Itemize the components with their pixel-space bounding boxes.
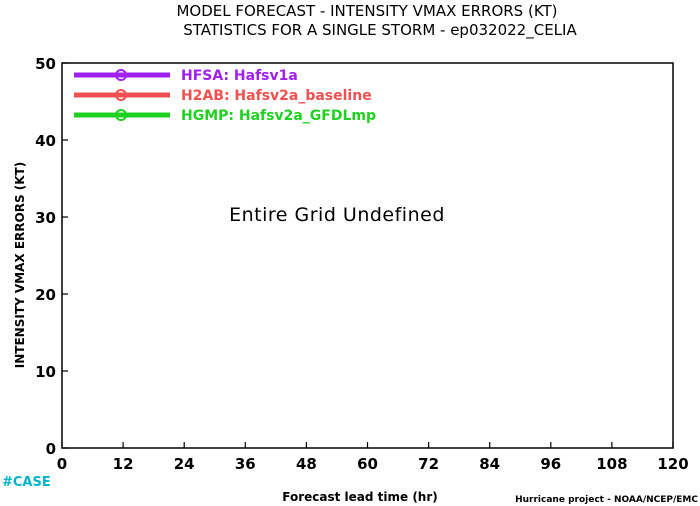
y-tick-label: 30	[35, 209, 56, 227]
legend-marker	[115, 69, 127, 81]
x-tick-label: 0	[57, 455, 67, 473]
x-tick-label: 84	[479, 455, 500, 473]
undefined-grid-annotation: Entire Grid Undefined	[229, 204, 445, 226]
x-tick-label: 36	[235, 455, 256, 473]
y-axis-label: INTENSITY VMAX ERRORS (KT)	[13, 162, 27, 368]
y-tick-label: 10	[35, 363, 56, 381]
x-axis-label: Forecast lead time (hr)	[282, 490, 438, 504]
legend-marker	[115, 89, 127, 101]
x-tick-label: 12	[113, 455, 134, 473]
legend-entry: HFSA: Hafsv1a	[181, 68, 298, 84]
y-tick-label: 40	[35, 132, 56, 150]
legend-marker	[115, 109, 127, 121]
y-axis: 0 10 20 30 40 50	[35, 55, 68, 458]
x-tick-label: 72	[418, 455, 439, 473]
legend-entry: HGMP: Hafsv2a_GFDLmp	[181, 108, 376, 124]
legend: HFSA: Hafsv1a H2AB: Hafsv2a_baseline HGMP:…	[74, 68, 376, 124]
credit-text: Hurricane project - NOAA/NCEP/EMC	[515, 495, 698, 505]
x-tick-label: 24	[174, 455, 195, 473]
x-axis: 0 12 24 36 48 60 72 84 96 108 120	[57, 442, 689, 473]
legend-entry: H2AB: Hafsv2a_baseline	[181, 88, 372, 104]
y-tick-label: 0	[46, 440, 56, 458]
x-tick-label: 48	[296, 455, 317, 473]
x-tick-label: 108	[596, 455, 627, 473]
x-tick-label: 120	[657, 455, 688, 473]
x-tick-label: 96	[540, 455, 561, 473]
chart-title-line1: MODEL FORECAST - INTENSITY VMAX ERRORS (…	[176, 2, 557, 20]
x-tick-label: 60	[357, 455, 378, 473]
y-tick-label: 50	[35, 55, 56, 73]
chart-title-line2: STATISTICS FOR A SINGLE STORM - ep032022…	[183, 21, 577, 40]
case-label: #CASE	[2, 475, 51, 490]
y-tick-label: 20	[35, 286, 56, 304]
